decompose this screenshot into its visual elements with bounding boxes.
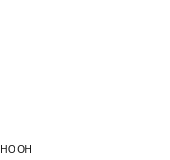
Text: B: B xyxy=(12,145,19,155)
Text: HO: HO xyxy=(0,145,16,155)
Text: N: N xyxy=(8,145,15,155)
Text: OH: OH xyxy=(16,145,32,155)
Text: OH: OH xyxy=(16,145,32,155)
